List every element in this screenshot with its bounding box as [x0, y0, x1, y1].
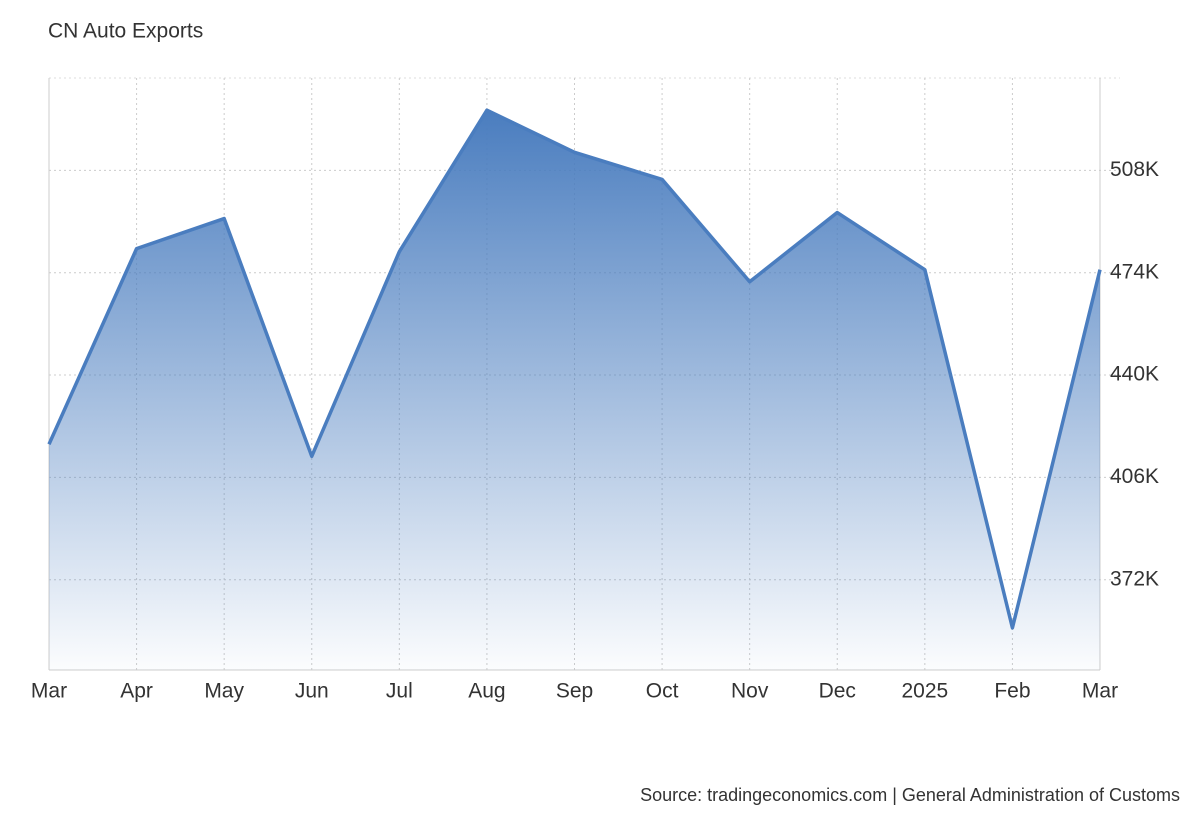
x-tick-label: Dec [819, 680, 856, 703]
y-tick-label: 440K [1110, 363, 1159, 386]
x-tick-label: Sep [556, 680, 593, 703]
x-tick-label: 2025 [901, 680, 948, 703]
x-tick-label: Nov [731, 680, 769, 703]
y-tick-label: 474K [1110, 260, 1159, 283]
y-tick-label: 406K [1110, 465, 1159, 488]
y-tick-label: 508K [1110, 158, 1159, 181]
x-tick-label: Mar [31, 680, 67, 703]
area-fill [49, 110, 1100, 670]
x-tick-label: Jul [386, 680, 413, 703]
x-tick-label: Aug [468, 680, 505, 703]
x-tick-label: Jun [295, 680, 329, 703]
x-tick-label: Feb [994, 680, 1030, 703]
source-note: Source: tradingeconomics.com | General A… [640, 785, 1180, 805]
x-tick-label: May [204, 680, 244, 703]
x-tick-label: Oct [646, 680, 679, 703]
area-line [47, 108, 1102, 630]
chart-title: CN Auto Exports [48, 20, 203, 43]
x-tick-label: Mar [1082, 680, 1118, 703]
y-tick-label: 372K [1110, 567, 1159, 590]
x-tick-label: Apr [120, 680, 153, 703]
